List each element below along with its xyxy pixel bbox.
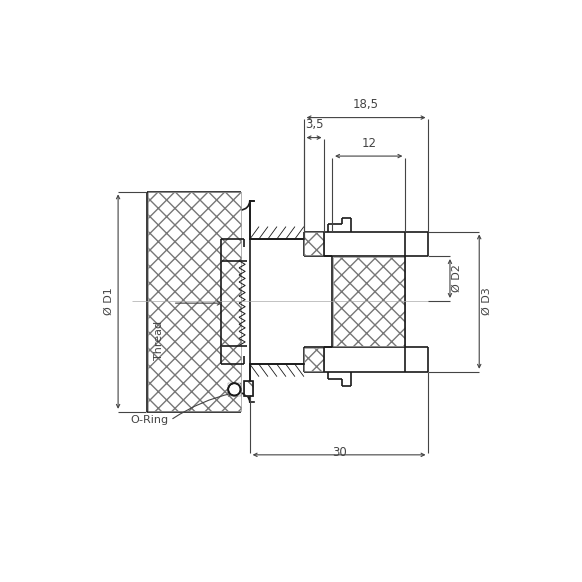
Bar	[244, 381, 253, 396]
Text: 30: 30	[332, 446, 346, 459]
Text: Ø D1: Ø D1	[104, 288, 114, 315]
Text: Thread: Thread	[154, 321, 164, 360]
Text: Ø D3: Ø D3	[481, 288, 492, 315]
Bar	[333, 257, 404, 346]
Text: 12: 12	[361, 137, 376, 150]
Bar	[148, 192, 240, 411]
Bar	[244, 381, 253, 396]
Circle shape	[228, 383, 240, 396]
Text: 3,5: 3,5	[305, 119, 324, 132]
Bar	[228, 383, 240, 396]
Text: Ø D2: Ø D2	[452, 265, 462, 292]
Bar	[304, 348, 324, 371]
Text: O-Ring: O-Ring	[130, 415, 169, 425]
Bar	[304, 232, 324, 255]
Text: 18,5: 18,5	[353, 98, 379, 111]
